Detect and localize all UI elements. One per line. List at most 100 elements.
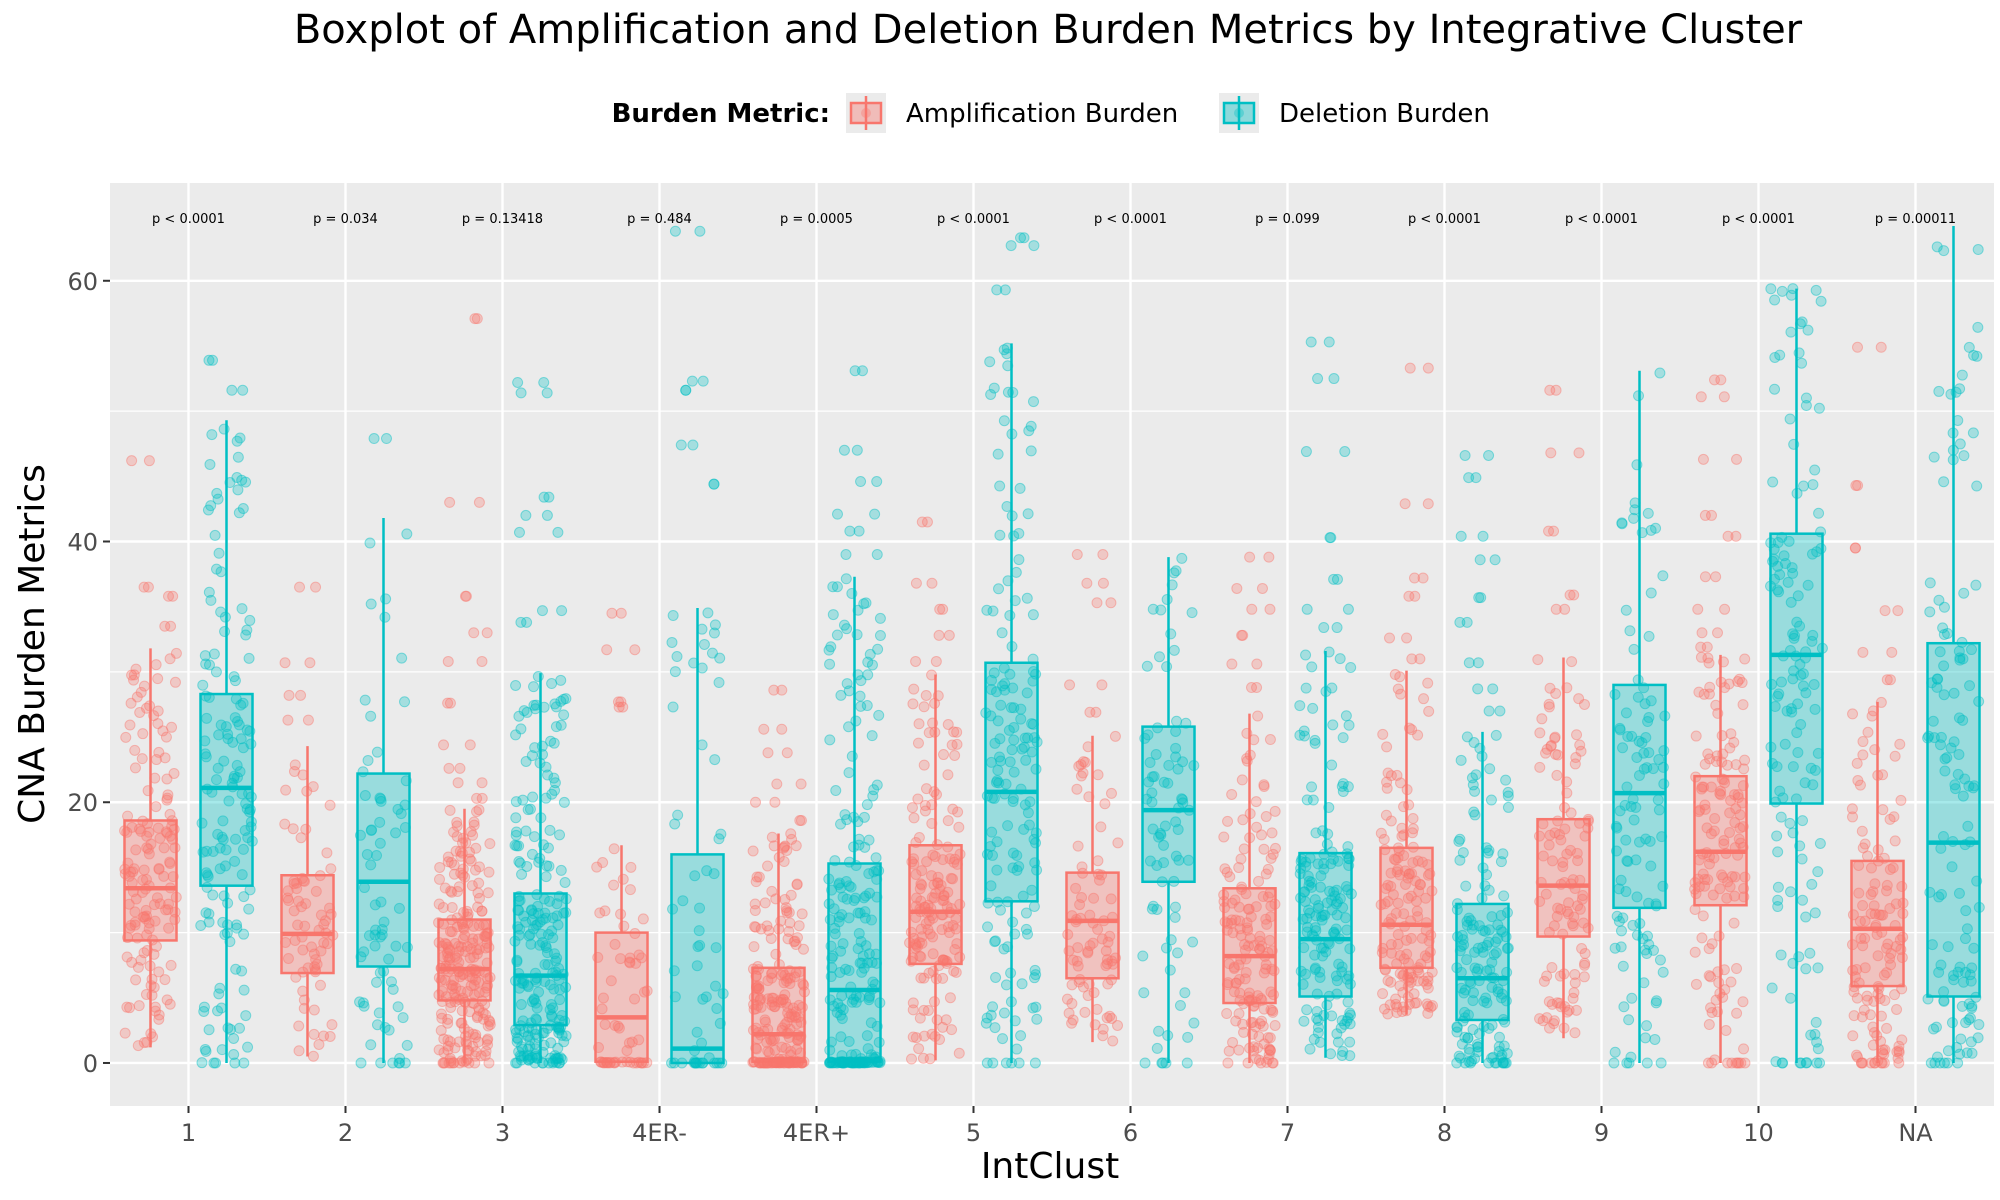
data-point — [641, 985, 653, 997]
data-point — [1234, 987, 1246, 999]
data-point — [1643, 711, 1655, 723]
outlier-point — [1463, 657, 1475, 669]
data-point — [514, 923, 526, 935]
data-point — [1946, 1017, 1958, 1029]
data-point — [245, 816, 257, 828]
data-point — [696, 623, 708, 635]
data-point — [598, 1057, 610, 1069]
data-point — [324, 902, 336, 914]
data-point — [546, 678, 558, 690]
data-point — [1698, 688, 1710, 700]
data-point — [790, 967, 802, 979]
data-point — [750, 1022, 762, 1034]
data-point — [763, 1047, 775, 1059]
data-point — [994, 480, 1006, 492]
data-point — [204, 458, 216, 470]
data-point — [856, 966, 868, 978]
data-point — [1816, 642, 1828, 654]
data-point — [1554, 997, 1566, 1009]
data-point — [1239, 944, 1251, 956]
data-point — [1171, 715, 1183, 727]
outlier-point — [1559, 603, 1571, 615]
data-point — [1075, 759, 1087, 771]
outlier-point — [937, 603, 949, 615]
data-point — [1101, 958, 1113, 970]
data-point — [556, 1029, 568, 1041]
data-point — [1792, 747, 1804, 759]
data-point — [196, 817, 208, 829]
data-point — [914, 883, 926, 895]
data-point — [596, 1003, 608, 1015]
data-point — [1398, 850, 1410, 862]
data-point — [464, 952, 476, 964]
data-point — [835, 818, 847, 830]
data-point — [539, 976, 551, 988]
data-point — [1000, 778, 1012, 790]
data-point — [1264, 934, 1276, 946]
data-point — [1250, 1021, 1262, 1033]
data-point — [200, 690, 212, 702]
data-point — [825, 1056, 837, 1068]
data-point — [141, 830, 153, 842]
data-point — [449, 996, 461, 1008]
data-point — [371, 849, 383, 861]
data-point — [1419, 950, 1431, 962]
data-point — [1261, 918, 1273, 930]
data-point — [1802, 579, 1814, 591]
data-point — [1102, 978, 1114, 990]
data-point — [915, 951, 927, 963]
data-point — [1738, 763, 1750, 775]
data-point — [1345, 888, 1357, 900]
box-amplification-4ER- — [594, 845, 649, 1063]
data-point — [1732, 789, 1744, 801]
data-point — [671, 651, 683, 663]
data-point — [1779, 738, 1791, 750]
data-point — [141, 945, 153, 957]
data-point — [511, 1057, 523, 1069]
data-point — [1063, 1007, 1075, 1019]
data-point — [1617, 742, 1629, 754]
data-point — [1656, 831, 1668, 843]
data-point — [295, 832, 307, 844]
data-point — [371, 976, 383, 988]
data-point — [1402, 872, 1414, 884]
data-point — [1382, 767, 1394, 779]
data-point — [1071, 955, 1083, 967]
data-point — [433, 917, 445, 929]
data-point — [469, 1050, 481, 1062]
data-point — [442, 851, 454, 863]
data-point — [131, 691, 143, 703]
data-point — [1394, 671, 1406, 683]
outlier-point — [1701, 641, 1713, 653]
data-point — [788, 936, 800, 948]
data-point — [119, 868, 131, 880]
data-point — [128, 863, 140, 875]
data-point — [455, 941, 467, 953]
data-point — [1794, 1057, 1806, 1069]
data-point — [1895, 794, 1907, 806]
data-point — [1773, 688, 1785, 700]
data-point — [166, 815, 178, 827]
outlier-point — [1699, 509, 1711, 521]
data-point — [124, 1002, 136, 1014]
data-point — [771, 1057, 783, 1069]
data-point — [196, 1057, 208, 1069]
data-point — [1394, 869, 1406, 881]
data-point — [1738, 1043, 1750, 1055]
data-point — [1222, 815, 1234, 827]
data-point — [916, 879, 928, 891]
data-point — [1571, 847, 1583, 859]
data-point — [1148, 771, 1160, 783]
data-point — [1022, 732, 1034, 744]
data-point — [907, 1031, 919, 1043]
data-point — [453, 966, 465, 978]
data-point — [770, 1057, 782, 1069]
data-point — [1007, 387, 1019, 399]
data-point — [1297, 978, 1309, 990]
data-point — [914, 1012, 926, 1024]
data-point — [1967, 427, 1979, 439]
data-point — [1885, 959, 1897, 971]
data-point — [630, 957, 642, 969]
data-point — [1137, 950, 1149, 962]
data-point — [1702, 748, 1714, 760]
